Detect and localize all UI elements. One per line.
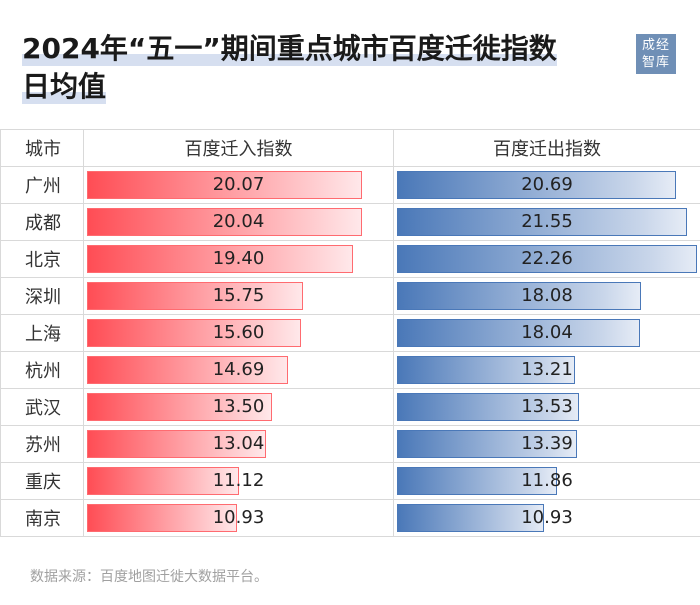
inflow-bar <box>87 282 303 310</box>
outflow-cell: 20.69 <box>393 166 700 204</box>
table-row: 武汉 13.50 13.53 <box>0 388 700 426</box>
inflow-value: 19.40 <box>212 248 265 269</box>
outflow-value: 18.04 <box>521 322 573 343</box>
outflow-value: 20.69 <box>521 174 573 195</box>
migration-index-table: 城市 百度迁入指数 百度迁出指数 广州 20.07 20.69 成都 20.04 21.5… <box>0 129 700 537</box>
outflow-bar <box>397 504 545 532</box>
city-label: 上海 <box>0 314 84 352</box>
outflow-bar <box>397 245 697 273</box>
outflow-bar <box>397 319 641 347</box>
table-row: 深圳 15.75 18.08 <box>0 277 700 315</box>
outflow-cell: 18.08 <box>393 277 700 315</box>
source-note: 数据来源：百度地图迁徙大数据平台。 <box>30 569 268 585</box>
outflow-value: 18.08 <box>521 285 573 306</box>
table-row: 北京 19.40 22.26 <box>0 240 700 278</box>
inflow-cell: 13.04 <box>83 425 394 463</box>
table-row: 广州 20.07 20.69 <box>0 166 700 204</box>
inflow-bar <box>87 356 289 384</box>
city-label: 南京 <box>0 499 84 537</box>
outflow-cell: 21.55 <box>393 203 700 241</box>
header-city: 城市 <box>0 129 84 167</box>
outflow-bar <box>397 208 688 236</box>
outflow-cell: 18.04 <box>393 314 700 352</box>
inflow-cell: 15.60 <box>83 314 394 352</box>
table-row: 重庆 11.12 11.86 <box>0 462 700 500</box>
city-label: 深圳 <box>0 277 84 315</box>
city-label: 杭州 <box>0 351 84 389</box>
outflow-cell: 22.26 <box>393 240 700 278</box>
inflow-bar <box>87 245 353 273</box>
outflow-bar <box>397 282 641 310</box>
title-line-1: 2024年“五一”期间重点城市百度迁徙指数 <box>22 30 557 68</box>
inflow-bar <box>87 208 362 236</box>
outflow-value: 11.86 <box>521 470 573 491</box>
outflow-cell: 13.21 <box>393 351 700 389</box>
inflow-value: 15.60 <box>212 322 265 343</box>
inflow-value: 20.04 <box>212 211 265 232</box>
city-label: 北京 <box>0 240 84 278</box>
inflow-value: 10.93 <box>212 507 265 528</box>
city-label: 广州 <box>0 166 84 204</box>
outflow-value: 22.26 <box>521 248 573 269</box>
outflow-bar <box>397 430 578 458</box>
table-row: 成都 20.04 21.55 <box>0 203 700 241</box>
outflow-value: 21.55 <box>521 211 573 232</box>
inflow-value: 11.12 <box>212 470 265 491</box>
city-label: 武汉 <box>0 388 84 426</box>
outflow-cell: 13.53 <box>393 388 700 426</box>
inflow-cell: 14.69 <box>83 351 394 389</box>
outflow-bar <box>397 393 580 421</box>
inflow-bar <box>87 430 266 458</box>
brand-logo: 成经 智库 <box>636 34 676 74</box>
inflow-cell: 11.12 <box>83 462 394 500</box>
table-row: 苏州 13.04 13.39 <box>0 425 700 463</box>
inflow-value: 13.50 <box>212 396 265 417</box>
inflow-cell: 13.50 <box>83 388 394 426</box>
inflow-bar <box>87 504 237 532</box>
outflow-value: 13.39 <box>521 433 573 454</box>
table-row: 杭州 14.69 13.21 <box>0 351 700 389</box>
inflow-value: 20.07 <box>212 174 265 195</box>
outflow-bar <box>397 171 676 199</box>
inflow-bar <box>87 319 301 347</box>
chart-title: 2024年“五一”期间重点城市百度迁徙指数 日均值 <box>22 30 622 106</box>
outflow-value: 10.93 <box>521 507 573 528</box>
inflow-cell: 10.93 <box>83 499 394 537</box>
table-header-row: 城市 百度迁入指数 百度迁出指数 <box>0 129 700 167</box>
inflow-bar <box>87 467 240 495</box>
table-row: 南京 10.93 10.93 <box>0 499 700 537</box>
inflow-value: 15.75 <box>212 285 265 306</box>
inflow-cell: 19.40 <box>83 240 394 278</box>
inflow-cell: 20.04 <box>83 203 394 241</box>
logo-text-line-1: 成经 <box>641 38 670 53</box>
inflow-cell: 15.75 <box>83 277 394 315</box>
inflow-value: 14.69 <box>212 359 265 380</box>
outflow-bar <box>397 356 576 384</box>
outflow-bar <box>397 467 557 495</box>
city-label: 重庆 <box>0 462 84 500</box>
outflow-value: 13.21 <box>521 359 573 380</box>
header-outflow: 百度迁出指数 <box>393 129 700 167</box>
inflow-bar <box>87 393 272 421</box>
outflow-cell: 13.39 <box>393 425 700 463</box>
outflow-cell: 11.86 <box>393 462 700 500</box>
city-label: 苏州 <box>0 425 84 463</box>
header-inflow: 百度迁入指数 <box>83 129 394 167</box>
outflow-value: 13.53 <box>521 396 573 417</box>
title-line-2: 日均值 <box>22 68 107 106</box>
logo-text-line-2: 智库 <box>641 55 670 70</box>
inflow-cell: 20.07 <box>83 166 394 204</box>
inflow-bar <box>87 171 362 199</box>
table-row: 上海 15.60 18.04 <box>0 314 700 352</box>
city-label: 成都 <box>0 203 84 241</box>
inflow-value: 13.04 <box>212 433 265 454</box>
outflow-cell: 10.93 <box>393 499 700 537</box>
